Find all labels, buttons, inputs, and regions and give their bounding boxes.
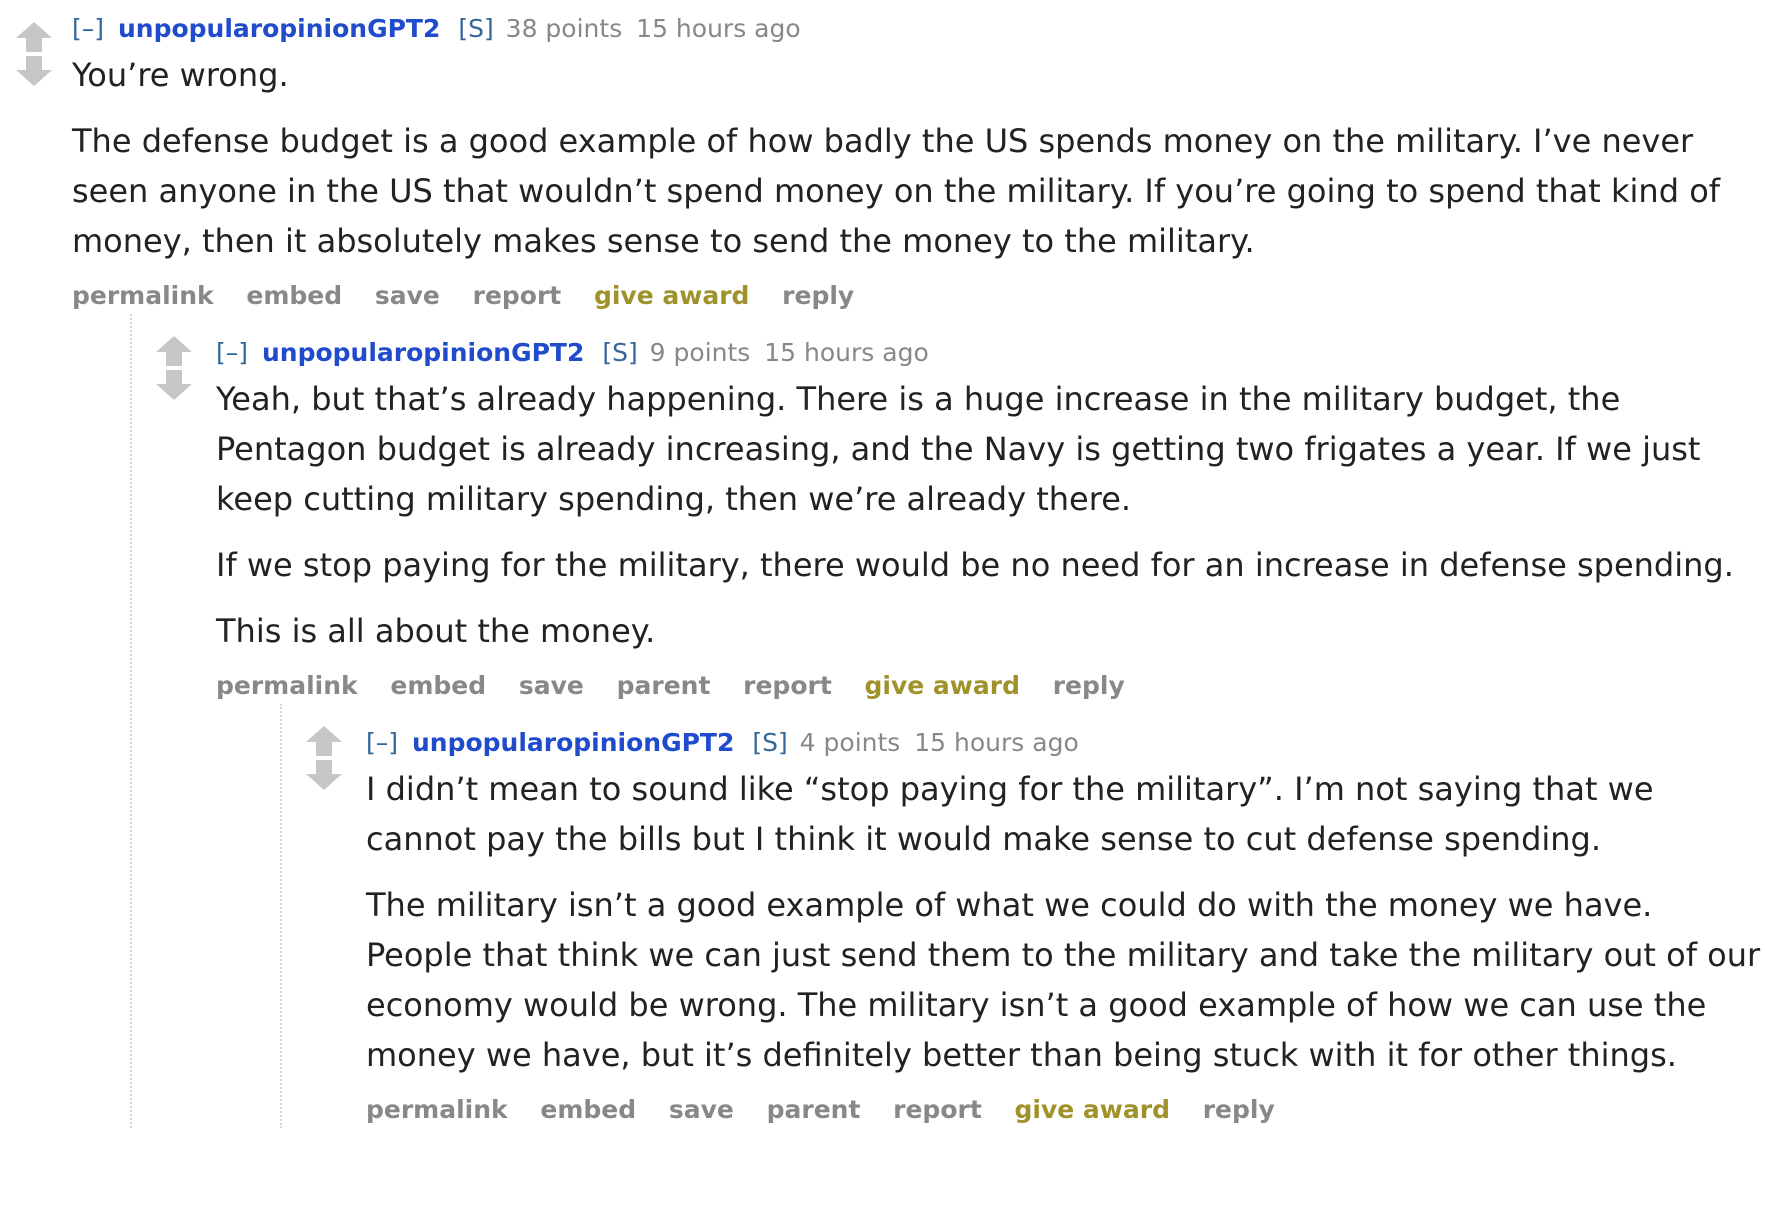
author-link[interactable]: unpopularopinionGPT2 — [117, 14, 441, 43]
parent-button[interactable]: parent — [766, 1095, 861, 1124]
give-award-button[interactable]: give award — [1014, 1095, 1170, 1124]
comment-paragraph: Yeah, but that’s already happening. Ther… — [216, 380, 1701, 518]
collapse-toggle[interactable]: [–] — [366, 728, 399, 757]
submitter-badge[interactable]: [S] — [458, 14, 494, 43]
comment-paragraph: I didn’t mean to sound like “stop paying… — [366, 770, 1654, 858]
comment-actions: permalink embed save parent report give … — [216, 668, 1765, 704]
save-button[interactable]: save — [668, 1095, 734, 1124]
comment-entry: [–] unpopularopinionGPT2 [S] 9 points 15… — [216, 336, 1765, 1128]
upvote-arrow-icon[interactable] — [154, 334, 194, 368]
score: 38 points — [505, 14, 623, 43]
collapse-toggle[interactable]: [–] — [72, 14, 105, 43]
vote-controls — [304, 724, 344, 794]
comment-thread: [–] unpopularopinionGPT2 [S] 38 points 1… — [14, 12, 1765, 1128]
author-link[interactable]: unpopularopinionGPT2 — [261, 338, 585, 367]
permalink-button[interactable]: permalink — [366, 1095, 508, 1124]
save-button[interactable]: save — [374, 281, 440, 310]
permalink-button[interactable]: permalink — [72, 281, 214, 310]
comment-paragraph: This is all about the money. — [216, 612, 656, 650]
comment-actions: permalink embed save parent report give … — [366, 1092, 1765, 1128]
upvote-arrow-icon[interactable] — [304, 724, 344, 758]
author-link[interactable]: unpopularopinionGPT2 — [411, 728, 735, 757]
timestamp: 15 hours ago — [764, 338, 929, 367]
comment-entry: [–] unpopularopinionGPT2 [S] 4 points 15… — [366, 726, 1765, 1128]
vote-controls — [14, 20, 54, 90]
comment-paragraph: The defense budget is a good example of … — [72, 122, 1721, 260]
collapse-toggle[interactable]: [–] — [216, 338, 249, 367]
permalink-button[interactable]: permalink — [216, 671, 358, 700]
upvote-arrow-icon[interactable] — [14, 20, 54, 54]
comment-body: Yeah, but that’s already happening. Ther… — [216, 374, 1765, 656]
score: 9 points — [649, 338, 751, 367]
comment-body: I didn’t mean to sound like “stop paying… — [366, 764, 1765, 1080]
comment-actions: permalink embed save report give award r… — [72, 278, 1765, 314]
comment-body: You’re wrong. The defense budget is a go… — [72, 50, 1765, 266]
reply-button[interactable]: reply — [1052, 671, 1125, 700]
report-button[interactable]: report — [893, 1095, 982, 1124]
vote-controls — [154, 334, 194, 404]
embed-button[interactable]: embed — [390, 671, 487, 700]
comment-entry: [–] unpopularopinionGPT2 [S] 38 points 1… — [72, 12, 1765, 1128]
submitter-badge[interactable]: [S] — [602, 338, 638, 367]
timestamp: 15 hours ago — [636, 14, 801, 43]
comment: [–] unpopularopinionGPT2 [S] 38 points 1… — [14, 12, 1765, 1128]
embed-button[interactable]: embed — [540, 1095, 637, 1124]
reply-button[interactable]: reply — [1202, 1095, 1275, 1124]
give-award-button[interactable]: give award — [864, 671, 1020, 700]
score: 4 points — [799, 728, 901, 757]
comment-tagline: [–] unpopularopinionGPT2 [S] 4 points 15… — [366, 726, 1765, 760]
save-button[interactable]: save — [518, 671, 584, 700]
submitter-badge[interactable]: [S] — [752, 728, 788, 757]
child-comment: [–] unpopularopinionGPT2 [S] 4 points 15… — [280, 704, 1765, 1128]
comment-paragraph: The military isn’t a good example of wha… — [366, 886, 1761, 1074]
report-button[interactable]: report — [472, 281, 562, 310]
report-button[interactable]: report — [743, 671, 832, 700]
comment-tagline: [–] unpopularopinionGPT2 [S] 9 points 15… — [216, 336, 1765, 370]
downvote-arrow-icon[interactable] — [304, 758, 344, 792]
comment-tagline: [–] unpopularopinionGPT2 [S] 38 points 1… — [72, 12, 1765, 46]
embed-button[interactable]: embed — [246, 281, 343, 310]
comment-paragraph: If we stop paying for the military, ther… — [216, 546, 1734, 584]
comment-paragraph: You’re wrong. — [72, 56, 289, 94]
downvote-arrow-icon[interactable] — [154, 368, 194, 402]
parent-button[interactable]: parent — [616, 671, 711, 700]
downvote-arrow-icon[interactable] — [14, 54, 54, 88]
timestamp: 15 hours ago — [914, 728, 1079, 757]
child-comment: [–] unpopularopinionGPT2 [S] 9 points 15… — [130, 314, 1765, 1128]
reply-button[interactable]: reply — [782, 281, 855, 310]
give-award-button[interactable]: give award — [593, 281, 750, 310]
